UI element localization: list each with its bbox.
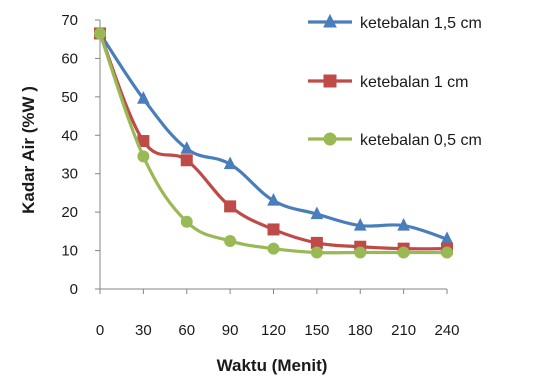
data-point-triangle [267, 192, 280, 206]
y-tick-label: 20 [61, 204, 78, 221]
x-tick-label: 60 [178, 322, 195, 339]
data-point-circle [267, 242, 280, 255]
data-point-triangle [180, 141, 194, 154]
x-axis-title: Waktu (Menit) [217, 356, 328, 375]
legend-label: ketebalan 0,5 cm [360, 132, 482, 149]
x-tick-label: 120 [261, 322, 286, 339]
data-point-circle [310, 246, 323, 259]
y-tick-label: 70 [61, 12, 78, 29]
data-point-triangle [137, 91, 150, 104]
x-tick-label: 240 [434, 322, 459, 339]
x-tick-label: 30 [135, 322, 152, 339]
y-tick-label: 10 [61, 243, 78, 260]
series-triangle [93, 25, 454, 245]
series-circle [94, 27, 453, 259]
x-tick-label: 150 [304, 322, 329, 339]
axes: 0 10 20 30 40 50 60 70 0 30 60 90 120 150 180 210 240 [61, 12, 459, 339]
x-tick-label: 180 [348, 322, 373, 339]
legend-item: ketebalan 1 cm [308, 74, 469, 91]
x-tick-label: 0 [96, 322, 104, 339]
data-point-circle [180, 215, 193, 228]
legend-marker [323, 74, 337, 88]
data-point-square [267, 223, 280, 236]
x-tick-label: 210 [391, 322, 416, 339]
y-tick-label: 50 [61, 89, 78, 106]
y-tick-label: 0 [70, 281, 78, 298]
data-point-circle [441, 246, 453, 259]
data-point-circle [224, 234, 237, 247]
legend-label: ketebalan 1 cm [360, 74, 469, 91]
x-tick-label: 90 [222, 322, 239, 339]
y-tick-label: 60 [61, 50, 78, 67]
y-axis-title: Kadar Air (%W ) [19, 86, 38, 214]
legend-marker [323, 13, 337, 28]
data-point-circle [397, 246, 410, 259]
data-point-square [224, 200, 237, 213]
legend-item: ketebalan 1,5 cm [308, 13, 482, 32]
legend: ketebalan 1,5 cm ketebalan 1 cm ketebalan … [308, 13, 482, 149]
data-point-triangle [353, 217, 367, 231]
series-layer [93, 25, 454, 259]
data-point-circle [354, 246, 367, 259]
data-point-circle [137, 150, 150, 163]
data-point-triangle [223, 156, 237, 170]
y-tick-label: 40 [61, 127, 78, 144]
data-point-square [180, 154, 193, 167]
data-point-circle [94, 27, 106, 40]
legend-label: ketebalan 1,5 cm [360, 15, 482, 32]
legend-item: ketebalan 0,5 cm [308, 132, 482, 149]
data-point-triangle [397, 217, 410, 231]
data-point-triangle [310, 206, 324, 220]
legend-marker [323, 132, 337, 146]
y-tick-label: 30 [61, 166, 78, 183]
